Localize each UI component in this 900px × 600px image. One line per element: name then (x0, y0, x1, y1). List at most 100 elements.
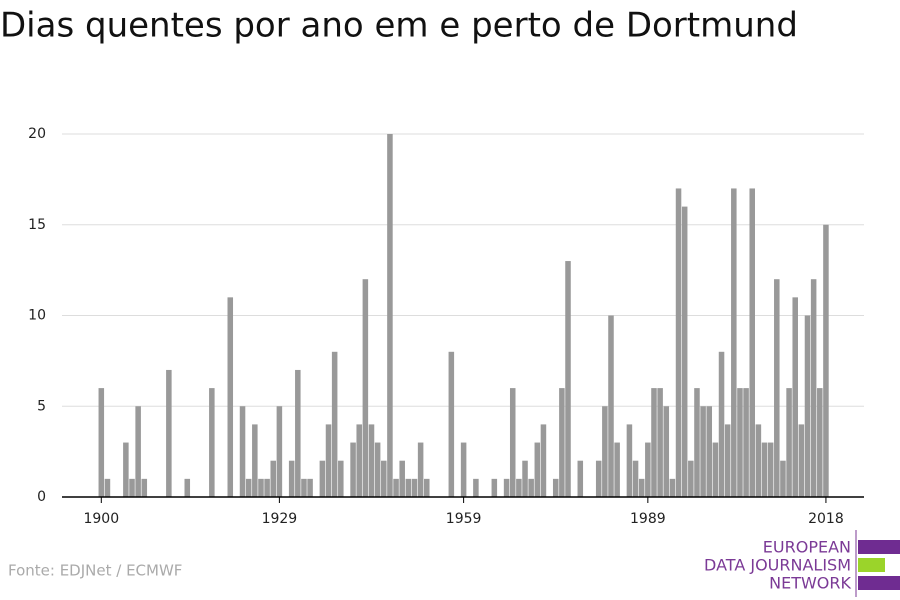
logo-text: EUROPEAN (763, 538, 851, 557)
bar (638, 478, 645, 497)
bar (552, 478, 559, 497)
bar (503, 478, 510, 497)
bar (381, 460, 387, 497)
bar (325, 424, 332, 497)
bar (792, 297, 798, 497)
bar (350, 442, 356, 497)
bar (626, 424, 633, 497)
bar (651, 388, 657, 497)
bar (417, 442, 424, 497)
bar (258, 478, 264, 497)
x-tick-label: 1959 (446, 511, 482, 527)
chart-title: Dias quentes por ano em e perto de Dortm… (0, 6, 798, 46)
logo-bar (858, 540, 900, 554)
bar (295, 369, 301, 497)
bar (516, 478, 522, 497)
bar (534, 442, 541, 497)
bar (98, 388, 105, 497)
bar (559, 388, 565, 497)
bar (135, 406, 141, 497)
bar (307, 478, 313, 497)
bar (393, 478, 399, 497)
bar (804, 315, 811, 497)
bar (338, 460, 344, 497)
bar (301, 478, 307, 497)
bar (491, 478, 498, 497)
bar (565, 261, 571, 497)
bar (595, 460, 602, 497)
bar (362, 279, 369, 497)
bar (645, 442, 651, 497)
x-tick-label: 1989 (630, 511, 666, 527)
x-tick-label: 1900 (83, 511, 119, 527)
bar (141, 478, 148, 497)
bar (694, 388, 700, 497)
bar (405, 478, 412, 497)
bar (669, 478, 676, 497)
y-tick-label: 10 (28, 308, 46, 324)
bar (522, 460, 528, 497)
bar (209, 388, 215, 497)
bar (270, 460, 277, 497)
bar (608, 315, 614, 497)
bar (681, 206, 688, 497)
bar (663, 406, 670, 497)
bar (424, 478, 430, 497)
bar (774, 279, 780, 497)
bar (528, 478, 534, 497)
y-tick-label: 5 (37, 398, 46, 414)
bar (264, 478, 270, 497)
bar (331, 351, 338, 497)
bar (356, 424, 362, 497)
bar (780, 460, 786, 497)
y-tick-label: 20 (28, 126, 46, 142)
bar (411, 478, 418, 497)
bar (276, 406, 283, 497)
bar (767, 442, 774, 497)
bar (577, 460, 584, 497)
logo-text: NETWORK (769, 574, 851, 593)
logo-bar (858, 558, 885, 572)
bar (817, 388, 823, 497)
bar (810, 279, 817, 497)
bar (614, 442, 620, 497)
bar (227, 297, 234, 497)
bar (374, 442, 381, 497)
bar (123, 442, 129, 497)
bar (700, 406, 706, 497)
bar (319, 460, 326, 497)
bar (368, 424, 375, 497)
x-tick-label: 1929 (262, 511, 298, 527)
bar (761, 442, 768, 497)
bar (448, 351, 455, 497)
bar (473, 478, 479, 497)
bar (184, 478, 191, 497)
bar (688, 460, 694, 497)
bar (288, 460, 295, 497)
bar (129, 478, 135, 497)
bar (657, 388, 663, 497)
logo-text: DATA JOURNALISM (704, 556, 851, 575)
bar (731, 188, 737, 497)
source: Fonte: EDJNet / ECMWF (8, 562, 182, 580)
bar (245, 478, 252, 497)
logo-bar (858, 576, 900, 590)
bar (718, 351, 725, 497)
bar (460, 442, 467, 497)
bar (509, 388, 516, 497)
bar (399, 460, 405, 497)
bar (786, 388, 792, 497)
bar (724, 424, 731, 497)
bar (749, 188, 755, 497)
bar (387, 134, 393, 497)
x-tick-label: 2018 (808, 511, 844, 527)
bar (239, 406, 246, 497)
bar (252, 424, 258, 497)
bar (675, 188, 682, 497)
bar (540, 424, 547, 497)
bar (602, 406, 608, 497)
bar (166, 369, 172, 497)
bar (104, 478, 111, 497)
bar (737, 388, 743, 497)
